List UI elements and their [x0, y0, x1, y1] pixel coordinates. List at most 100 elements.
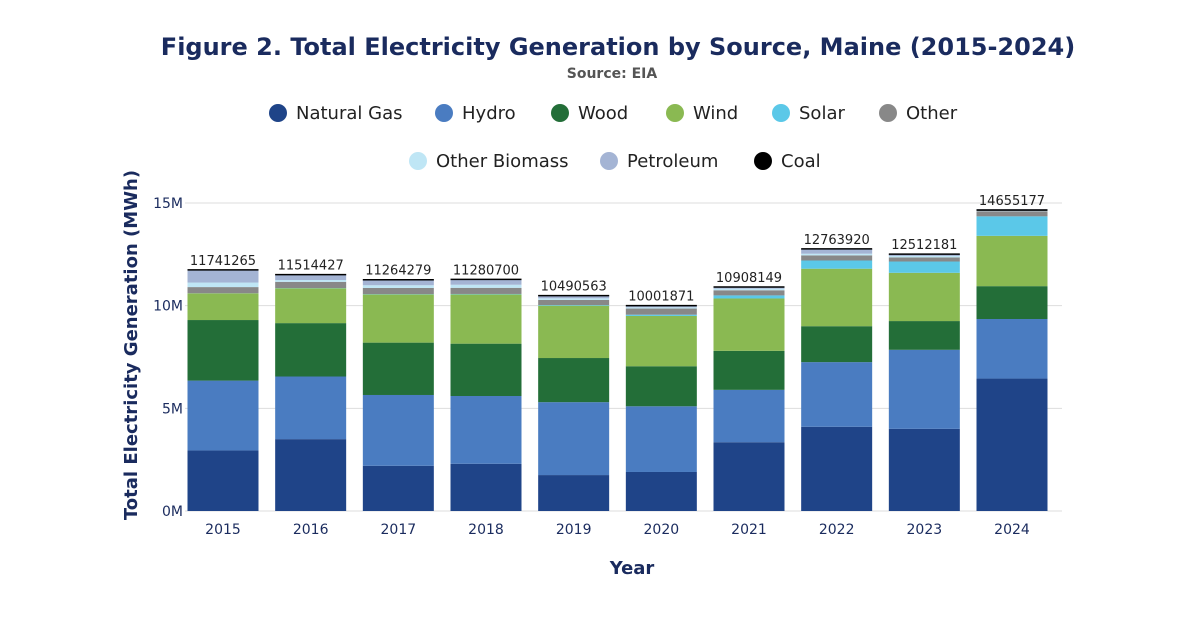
bar-segment-wood: [450, 343, 522, 397]
x-tick-label: 2016: [293, 522, 329, 538]
bar-segment-other-biomass: [801, 253, 873, 256]
x-tick-label: 2015: [205, 522, 241, 538]
bar-segment-other-biomass: [187, 282, 259, 288]
bar-segment-wind: [888, 272, 960, 322]
bar-segment-wind: [450, 294, 522, 344]
legend-item-coal: Coal: [754, 151, 821, 172]
legend: Natural Gas Hydro Wood Wind Solar Other Other …: [269, 103, 958, 172]
bar-segment-natural-gas: [275, 439, 347, 511]
total-label: 11264279: [365, 264, 431, 279]
bar-group-2017: [362, 278, 434, 511]
bar-segment-hydro: [888, 349, 960, 429]
bar-group-2016: [275, 273, 347, 511]
legend-label: Coal: [781, 151, 821, 172]
legend-label: Hydro: [462, 103, 516, 124]
bar-segment-wood: [976, 286, 1048, 320]
bar-segment-other: [801, 255, 873, 261]
bar-segment-hydro: [187, 380, 259, 451]
y-axis-title: Total Electricity Generation (MWh): [121, 170, 142, 520]
legend-item-wood: Wood: [551, 103, 628, 124]
bar-segment-other-biomass: [713, 288, 785, 291]
bar-segment-hydro: [538, 402, 610, 476]
bar-segment-natural-gas: [888, 428, 960, 511]
x-axis-title: Year: [609, 558, 655, 579]
total-label: 11514427: [278, 259, 344, 274]
bar-segment-other: [976, 211, 1048, 217]
bar-segment-petroleum: [625, 306, 697, 308]
y-tick-label: 15M: [153, 196, 183, 212]
bar-segment-petroleum: [450, 279, 522, 285]
bar-segment-petroleum: [187, 270, 259, 283]
legend-swatch: [435, 104, 453, 122]
bar-segment-natural-gas: [713, 442, 785, 511]
bar-segment-other-biomass: [450, 284, 522, 288]
y-tick-label: 0M: [162, 504, 183, 520]
bar-segment-natural-gas: [362, 465, 434, 511]
bar-segment-solar: [976, 216, 1048, 236]
bar-segment-wind: [976, 235, 1048, 287]
bar-segment-solar: [888, 261, 960, 273]
legend-label: Other: [906, 103, 958, 124]
total-label: 10490563: [541, 280, 607, 295]
total-label: 11741265: [190, 254, 256, 269]
bar-segment-wind: [801, 268, 873, 327]
bar-segment-wood: [625, 366, 697, 407]
legend-item-natural-gas: Natural Gas: [269, 103, 402, 124]
bar-segment-other: [888, 257, 960, 262]
y-tick-label: 10M: [153, 299, 183, 315]
x-tick-label: 2017: [381, 522, 417, 538]
bar-segment-hydro: [362, 394, 434, 466]
bar-group-2022: [801, 248, 873, 511]
bar-segment-wind: [275, 288, 347, 324]
bar-segment-natural-gas: [976, 378, 1048, 511]
bar-segment-natural-gas: [801, 426, 873, 511]
chart-title: Figure 2. Total Electricity Generation b…: [161, 33, 1075, 61]
bar-segment-other-biomass: [362, 285, 434, 288]
bar-segment-other: [362, 287, 434, 295]
legend-swatch: [409, 152, 427, 170]
x-axis-ticks: 2015 2016 2017 2018 2019 2020 2021 2022 2023 2024: [205, 522, 1030, 538]
legend-item-other-biomass: Other Biomass: [409, 151, 569, 172]
bar-segment-other: [538, 299, 610, 306]
bar-segment-other: [625, 308, 697, 315]
bar-segment-wood: [538, 358, 610, 403]
bar-segment-other: [275, 281, 347, 289]
x-tick-label: 2020: [644, 522, 680, 538]
bar-group-2015: [187, 269, 259, 511]
legend-label: Other Biomass: [436, 151, 569, 172]
legend-item-other: Other: [879, 103, 958, 124]
bar-segment-other-biomass: [275, 280, 347, 282]
bar-segment-petroleum: [801, 249, 873, 254]
bar-segment-natural-gas: [625, 471, 697, 511]
bar-segment-other: [187, 287, 259, 294]
bar-segment-petroleum: [362, 280, 434, 286]
bar-segment-natural-gas: [538, 475, 610, 511]
legend-swatch: [600, 152, 618, 170]
legend-swatch: [269, 104, 287, 122]
x-tick-label: 2023: [907, 522, 943, 538]
bar-group-2021: [713, 286, 785, 511]
x-tick-label: 2018: [468, 522, 504, 538]
total-label: 11280700: [453, 263, 519, 278]
bar-segment-petroleum: [888, 254, 960, 256]
legend-swatch: [551, 104, 569, 122]
bar-segment-wind: [625, 315, 697, 367]
bar-segment-other: [450, 287, 522, 294]
total-labels: 11741265 11514427 11264279 11280700 10490563…: [190, 194, 1045, 305]
legend-label: Petroleum: [627, 151, 718, 172]
total-label: 12512181: [891, 238, 957, 253]
bar-segment-other-biomass: [888, 255, 960, 258]
bar-segment-wind: [362, 294, 434, 343]
total-label: 14655177: [979, 194, 1045, 209]
bar-segment-solar: [538, 305, 610, 306]
legend-item-petroleum: Petroleum: [600, 151, 718, 172]
bar-group-2024: [976, 209, 1048, 511]
bar-segment-hydro: [976, 319, 1048, 379]
x-tick-label: 2024: [994, 522, 1030, 538]
bar-group-2018: [450, 278, 522, 511]
total-label: 12763920: [804, 233, 870, 248]
bar-segment-wood: [362, 342, 434, 395]
bar-segment-wood: [888, 321, 960, 350]
bar-segment-wind: [187, 293, 259, 321]
